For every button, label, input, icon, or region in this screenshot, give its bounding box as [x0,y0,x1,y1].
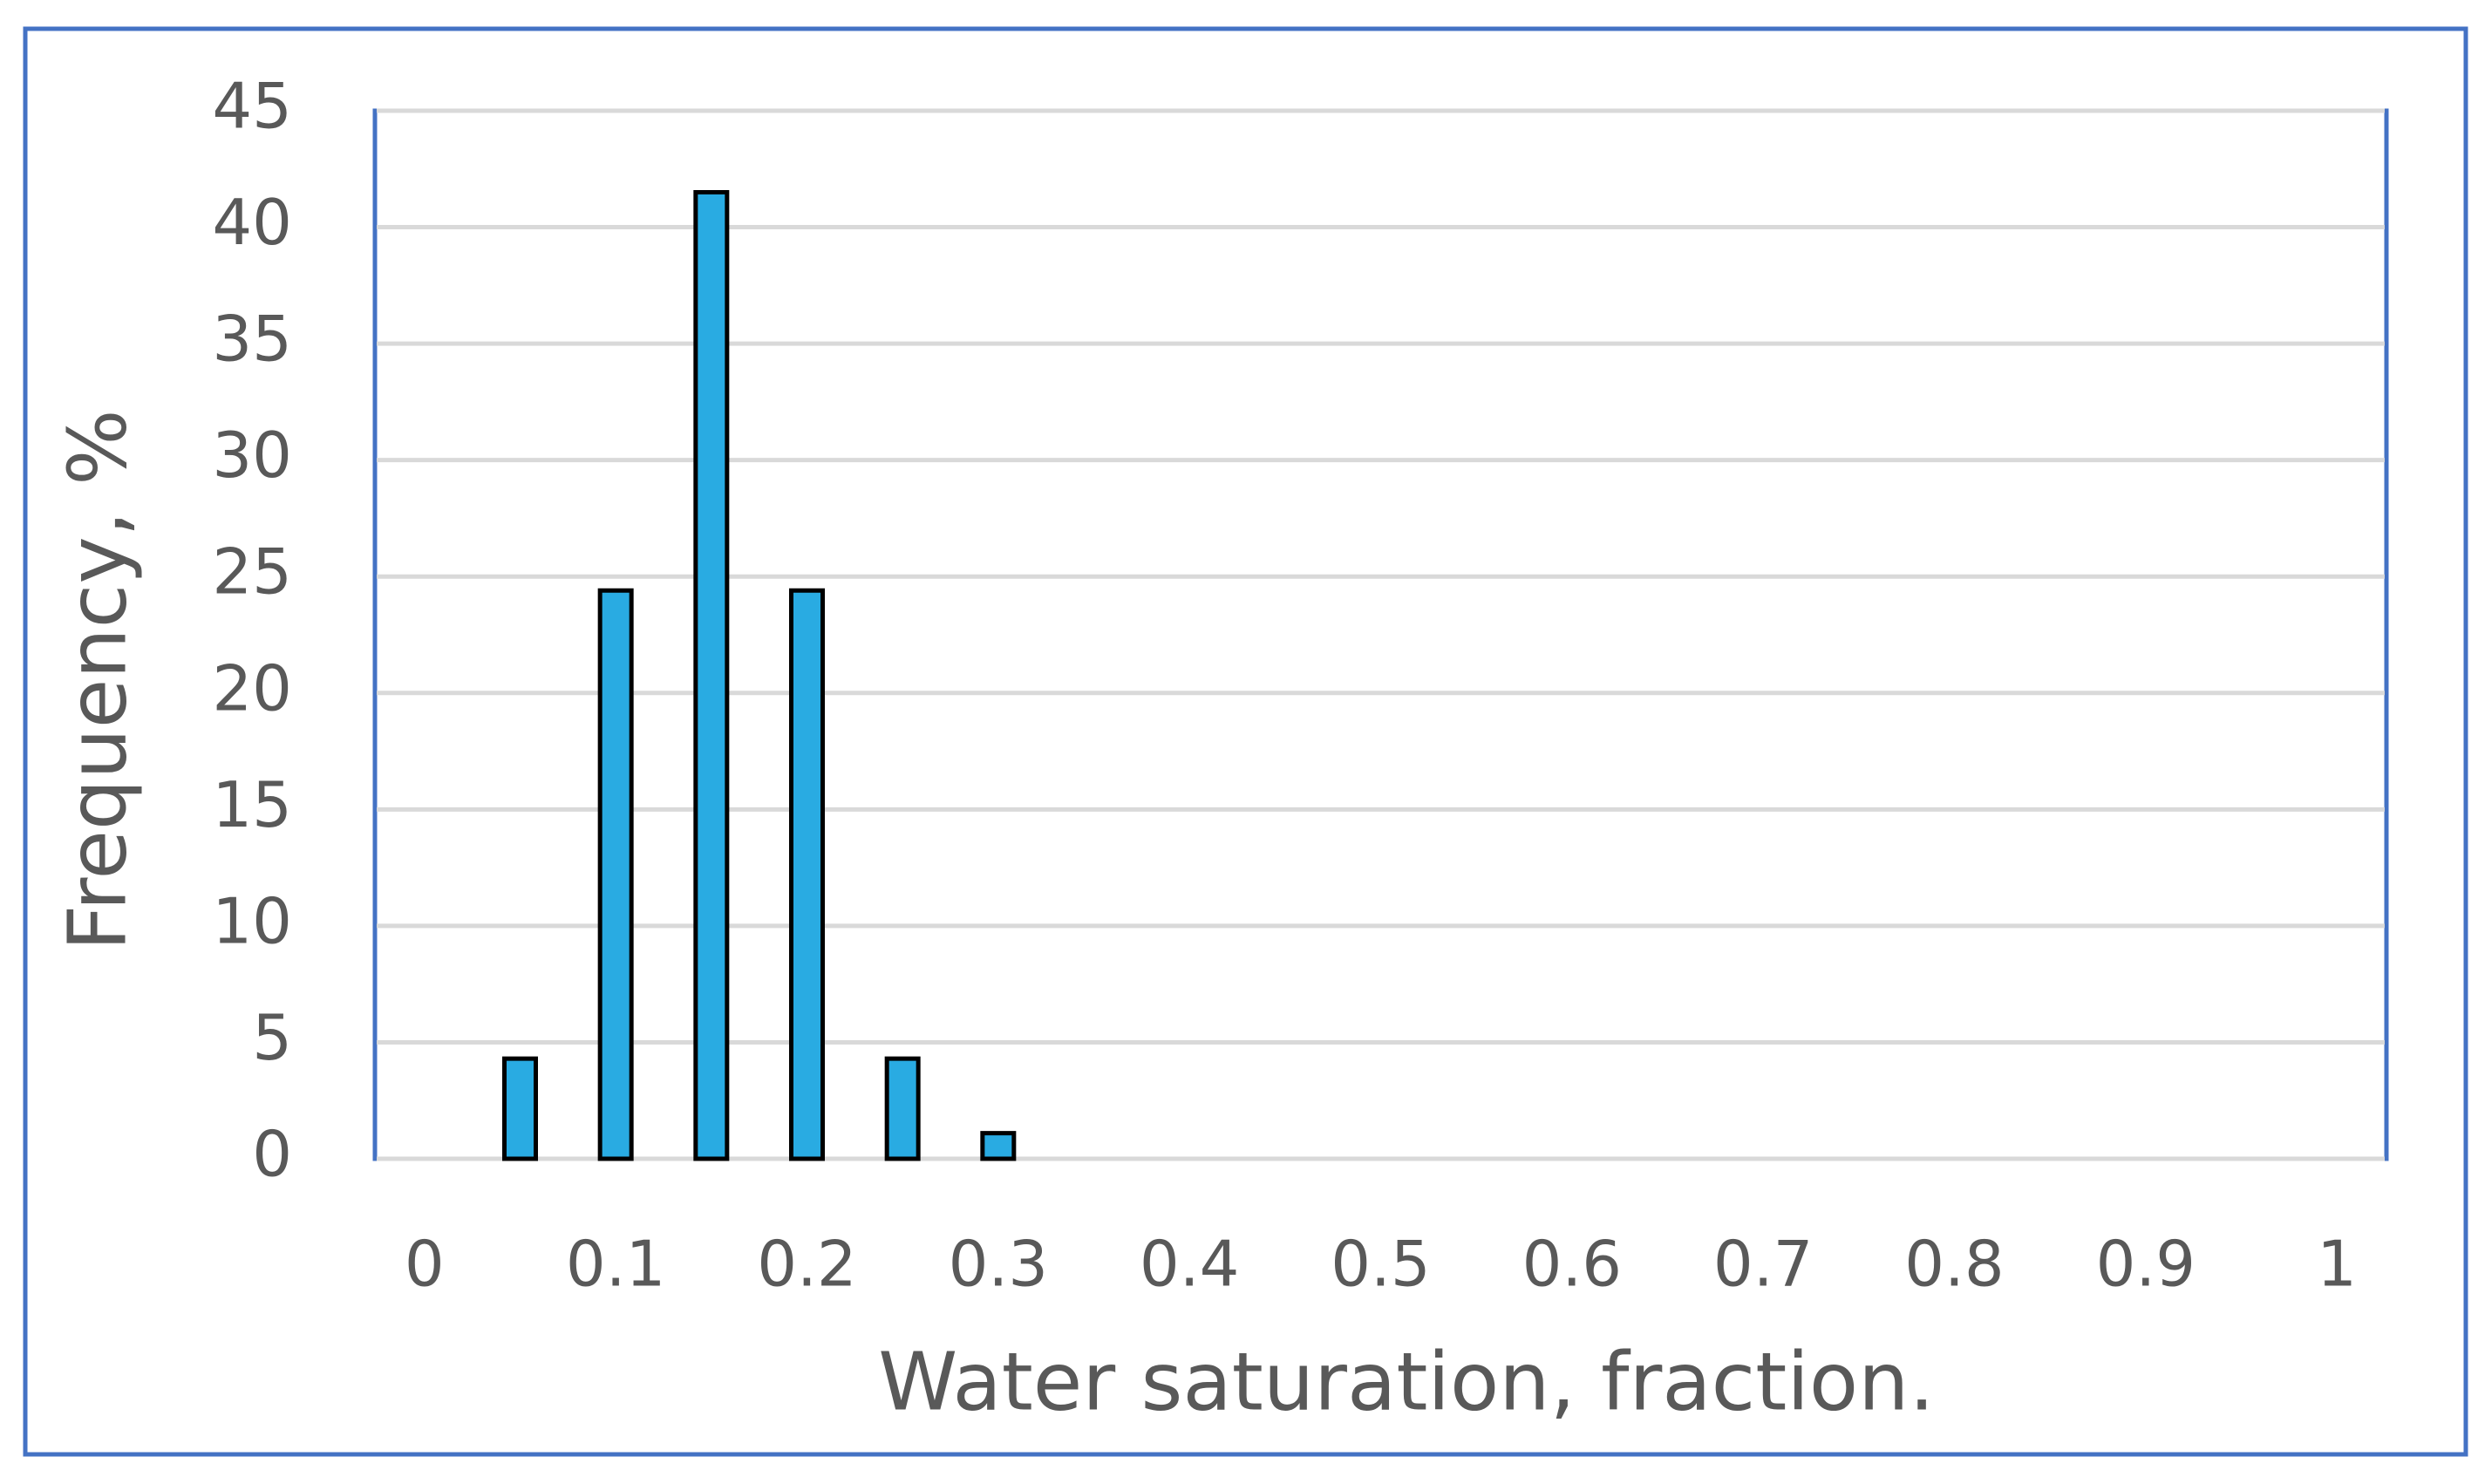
grid [377,108,2385,1161]
x-tick-label: 0.4 [1140,1228,1240,1301]
bar [980,1131,1017,1161]
y-tick-label: 35 [212,303,292,376]
x-tick-label: 0.3 [949,1228,1049,1301]
x-tick-label: 1 [2317,1228,2357,1301]
marks [502,189,1017,1161]
y-tick-label: 10 [212,884,292,957]
y-tick-label: 20 [212,651,292,725]
x-tick-label: 0.9 [2096,1228,2196,1301]
x-tick-label: 0.2 [757,1228,857,1301]
bar [884,1056,921,1161]
bar [502,1056,538,1161]
y-axis-title: Frequency, % [51,409,144,950]
x-tick-label: 0.1 [566,1228,666,1301]
bar [693,189,730,1161]
chart-border [23,26,2468,1457]
y-tick-label: 30 [212,419,292,492]
y-tick-label: 45 [212,70,292,143]
bar [789,588,825,1161]
x-tick-label: 0.8 [1904,1228,2005,1301]
x-axis-title: Water saturation, fraction. [878,1335,1934,1428]
x-tick-label: 0.6 [1522,1228,1623,1301]
y-tick-label: 5 [252,1001,292,1074]
y-tick-label: 15 [212,768,292,841]
y-tick-label: 40 [212,186,292,259]
plot-border [372,108,2389,1161]
x-tick-label: 0.7 [1713,1228,1814,1301]
x-tick-label: 0 [405,1228,445,1301]
y-tick-label: 0 [252,1118,292,1191]
y-tick-label: 25 [212,535,292,609]
bar [597,588,634,1161]
x-tick-label: 0.5 [1331,1228,1431,1301]
